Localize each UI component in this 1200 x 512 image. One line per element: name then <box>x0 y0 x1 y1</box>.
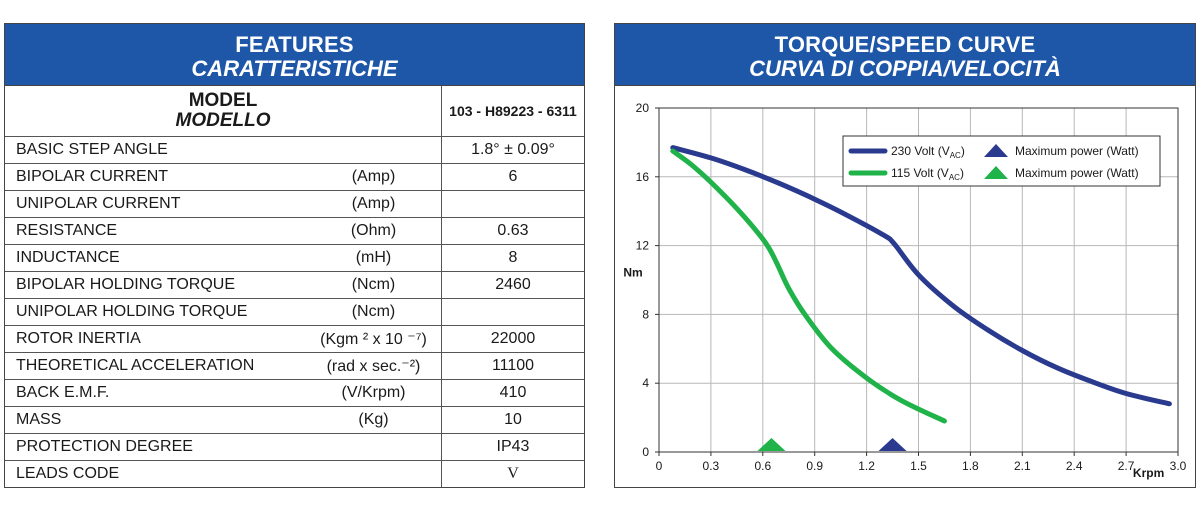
features-panel: FEATURES CARATTERISTICHE MODEL MODELLO 1… <box>4 23 585 488</box>
spec-unit: (Amp) <box>306 163 442 191</box>
spec-row: MASS (Kg) 10 <box>5 406 584 434</box>
y-tick-label: 4 <box>642 376 649 390</box>
spec-name: BIPOLAR HOLDING TORQUE <box>5 271 306 299</box>
spec-value: 22000 <box>441 325 584 353</box>
spec-name: ROTOR INERTIA <box>5 325 306 353</box>
spec-name: INDUCTANCE <box>5 244 306 272</box>
spec-name: BIPOLAR CURRENT <box>5 163 306 191</box>
spec-unit: (Kgm ² x 10 ⁻⁷) <box>306 325 442 353</box>
spec-row: INDUCTANCE (mH) 8 <box>5 244 584 272</box>
x-tick-label: 0.6 <box>754 459 771 473</box>
x-tick-label: 2.1 <box>1014 459 1031 473</box>
x-tick-label: 2.4 <box>1066 459 1083 473</box>
spec-name: PROTECTION DEGREE <box>5 433 306 461</box>
x-axis-label: Krpm <box>1133 466 1164 480</box>
x-tick-label: 1.8 <box>962 459 979 473</box>
spec-unit: (mH) <box>306 244 442 272</box>
max-power-marker-230v <box>878 438 907 451</box>
chart-title: TORQUE/SPEED CURVE <box>774 32 1036 57</box>
spec-unit: (Ncm) <box>306 271 442 299</box>
chart-header: TORQUE/SPEED CURVE CURVA DI COPPIA/VELOC… <box>615 24 1195 86</box>
spec-unit: (Ohm) <box>306 217 442 245</box>
y-tick-label: 20 <box>636 101 650 115</box>
legend-series-label: 115 Volt (VAC) <box>891 166 964 182</box>
spec-row: RESISTANCE (Ohm) 0.63 <box>5 217 584 245</box>
spec-row: BACK E.M.F. (V/Krpm) 410 <box>5 379 584 407</box>
spec-row: LEADS CODE V <box>5 460 584 488</box>
series-230v-line <box>670 145 1172 407</box>
y-tick-label: 16 <box>636 170 650 184</box>
spec-value: 11100 <box>441 352 584 380</box>
y-axis-label: Nm <box>623 266 642 280</box>
model-code: 103 - H89223 - 6311 <box>441 86 584 137</box>
x-tick-label: 1.2 <box>858 459 875 473</box>
model-label-cell: MODEL MODELLO <box>5 86 442 137</box>
spec-value: IP43 <box>441 433 584 461</box>
spec-value: 410 <box>441 379 584 407</box>
torque-speed-chart: 0 0.3 0.6 0.9 1.2 1.5 1.8 2.1 2.4 2.7 3.0 0 4 8 12 16 20… <box>623 101 1187 480</box>
spec-value <box>441 190 584 218</box>
x-tick-label: 1.5 <box>910 459 927 473</box>
spec-value: 1.8° ± 0.09° <box>441 136 584 164</box>
spec-name: BACK E.M.F. <box>5 379 306 407</box>
spec-row: UNIPOLAR CURRENT (Amp) <box>5 190 584 218</box>
features-title-it: CARATTERISTICHE <box>191 56 398 81</box>
plot-frame <box>658 107 1179 453</box>
chart-panel: TORQUE/SPEED CURVE CURVA DI COPPIA/VELOC… <box>614 23 1196 488</box>
model-label-it: MODELLO <box>175 110 271 131</box>
spec-name: UNIPOLAR HOLDING TORQUE <box>5 298 306 326</box>
spec-name: BASIC STEP ANGLE <box>5 136 306 164</box>
x-tick-label: 0.3 <box>703 459 720 473</box>
x-tick-label: 0.9 <box>806 459 823 473</box>
legend-marker-label: Maximum power (Watt) <box>1015 166 1139 180</box>
spec-row: THEORETICAL ACCELERATION (rad x sec.⁻²) 11… <box>5 352 584 380</box>
spec-unit: (Kg) <box>306 406 442 434</box>
max-power-marker-115v <box>757 438 786 451</box>
spec-unit: (Ncm) <box>306 298 442 326</box>
model-row: MODEL MODELLO 103 - H89223 - 6311 <box>5 86 584 137</box>
y-tick-label: 8 <box>642 307 649 321</box>
spec-row: BIPOLAR CURRENT (Amp) 6 <box>5 163 584 191</box>
spec-unit <box>306 461 442 488</box>
x-tick-label: 2.7 <box>1118 459 1135 473</box>
spec-unit <box>306 136 442 164</box>
spec-row: BASIC STEP ANGLE 1.8° ± 0.09° <box>5 136 584 164</box>
features-header: FEATURES CARATTERISTICHE <box>5 24 584 86</box>
x-tick-label: 3.0 <box>1170 459 1187 473</box>
spec-row: UNIPOLAR HOLDING TORQUE (Ncm) <box>5 298 584 326</box>
chart-title-it: CURVA DI COPPIA/VELOCITÀ <box>749 56 1061 81</box>
spec-table: MODEL MODELLO 103 - H89223 - 6311 BASIC … <box>5 86 584 487</box>
spec-unit <box>306 433 442 461</box>
spec-name: UNIPOLAR CURRENT <box>5 190 306 218</box>
spec-value: 6 <box>441 163 584 191</box>
spec-value: 10 <box>441 406 584 434</box>
x-tick-label: 0 <box>656 459 663 473</box>
spec-value: 8 <box>441 244 584 272</box>
spec-name: LEADS CODE <box>16 465 120 482</box>
spec-unit: (V/Krpm) <box>306 379 442 407</box>
y-tick-label: 12 <box>636 239 650 253</box>
spec-value: V <box>441 460 584 487</box>
spec-row: BIPOLAR HOLDING TORQUE (Ncm) 2460 <box>5 271 584 299</box>
spec-name: THEORETICAL ACCELERATION <box>5 352 306 380</box>
series-115v-line <box>670 148 947 424</box>
spec-name: RESISTANCE <box>5 217 306 245</box>
spec-unit: (rad x sec.⁻²) <box>306 352 442 380</box>
legend-marker-label: Maximum power (Watt) <box>1015 144 1139 158</box>
y-tick-label: 0 <box>642 445 649 459</box>
spec-value: 2460 <box>441 271 584 299</box>
spec-name: MASS <box>5 406 306 434</box>
spec-value <box>441 298 584 326</box>
legend-marker-triangle <box>984 166 1008 179</box>
spec-value: 0.63 <box>441 217 584 245</box>
legend-marker-triangle <box>984 144 1008 157</box>
spec-unit: (Amp) <box>306 190 442 218</box>
spec-row: ROTOR INERTIA (Kgm ² x 10 ⁻⁷) 22000 <box>5 325 584 353</box>
model-label: MODEL <box>188 90 258 111</box>
legend-series-label: 230 Volt (VAC) <box>891 144 965 160</box>
features-title: FEATURES <box>235 32 354 57</box>
spec-row: PROTECTION DEGREE IP43 <box>5 433 584 461</box>
